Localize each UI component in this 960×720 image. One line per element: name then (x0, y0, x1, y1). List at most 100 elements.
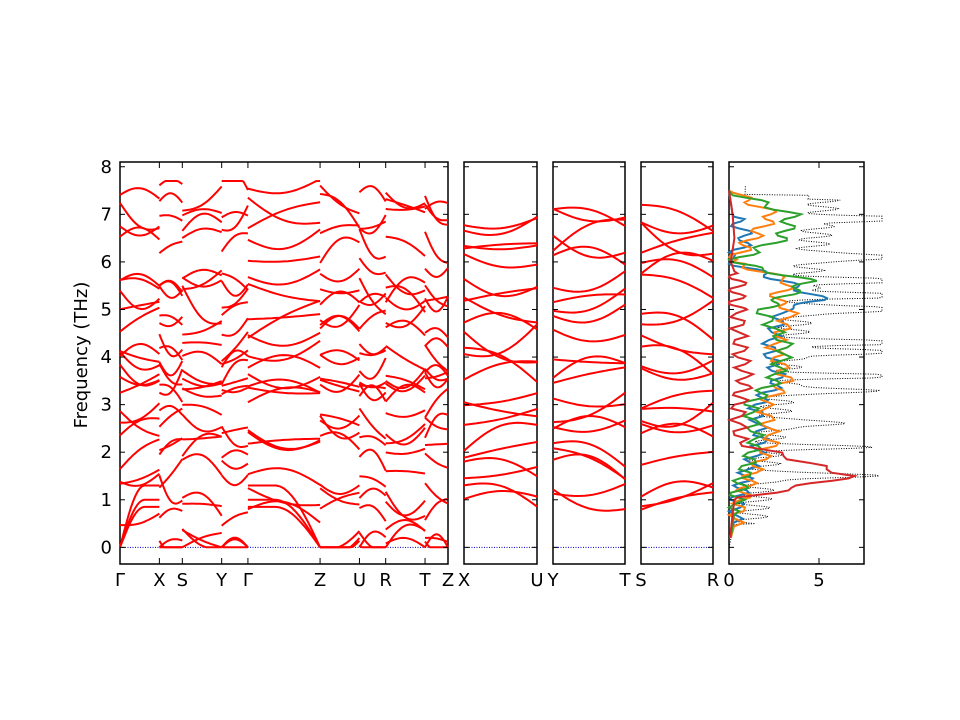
band-line (640, 299, 714, 326)
band-line (119, 226, 449, 264)
pdos-line (726, 189, 801, 539)
band-line (119, 351, 449, 393)
x-tick-label: Z (442, 570, 454, 591)
band-line (640, 450, 714, 466)
band-line (552, 366, 626, 384)
band-line (552, 234, 626, 259)
band-line (552, 453, 626, 480)
x-tick-label: 0 (723, 570, 734, 591)
y-tick-label: 0 (101, 537, 112, 558)
band-line (552, 328, 626, 343)
band-line (119, 268, 449, 311)
band-line (640, 311, 714, 341)
band-line (463, 482, 538, 508)
x-tick-label: X (153, 570, 165, 591)
band-line (640, 367, 714, 381)
band-line (640, 482, 714, 508)
band-line (552, 419, 626, 433)
x-tick-label: R (707, 570, 720, 591)
band-line (463, 244, 538, 251)
x-tick-label: Y (547, 570, 560, 591)
dos-frame (728, 161, 865, 565)
y-tick-label: 8 (101, 157, 112, 178)
band-line (552, 488, 626, 512)
band-line (552, 414, 626, 430)
x-tick-label: S (635, 570, 646, 591)
y-tick-label: 1 (101, 490, 112, 511)
band-line (119, 255, 449, 299)
y-tick-label: 2 (101, 442, 112, 463)
band-line (552, 447, 626, 480)
band-line (463, 408, 538, 426)
band-line (552, 287, 626, 314)
band-line (552, 440, 626, 468)
band-line (552, 358, 626, 365)
band-line (552, 207, 626, 223)
band-line (552, 293, 626, 304)
x-tick-label: Γ (115, 570, 125, 591)
band-line (640, 221, 714, 235)
band-line (119, 484, 449, 549)
band-line (552, 392, 626, 424)
pdos-line (726, 189, 818, 538)
x-tick-label: U (353, 570, 366, 591)
x-tick-label: X (458, 570, 470, 591)
y-tick-label: 3 (101, 395, 112, 416)
band-line (640, 221, 714, 257)
x-tick-label: 5 (813, 570, 824, 591)
band-line (463, 346, 538, 383)
band-line (640, 359, 714, 375)
band-line (552, 355, 626, 379)
band-line (463, 217, 538, 230)
band-line (463, 456, 538, 478)
x-tick-label: R (379, 570, 392, 591)
band-line (119, 285, 449, 328)
band-line (463, 296, 538, 324)
band-line (463, 323, 538, 358)
band-line (119, 349, 449, 396)
total-dos-line (728, 185, 883, 548)
band-line (640, 273, 714, 299)
x-tick-label: Γ (243, 570, 253, 591)
band-line (119, 413, 449, 452)
band-line (552, 206, 626, 227)
band-line (640, 203, 714, 232)
band-line (640, 422, 714, 434)
band-line (463, 287, 538, 302)
band-line (463, 216, 538, 237)
band-line (640, 480, 714, 498)
band-line (119, 192, 449, 235)
x-tick-label: T (619, 570, 632, 591)
band-line (640, 334, 714, 356)
band-line (463, 278, 538, 298)
band-line (463, 253, 538, 269)
band-line (119, 473, 449, 517)
band-line (552, 270, 626, 293)
band-line (119, 452, 449, 496)
y-tick-label: 5 (101, 299, 112, 320)
y-tick-label: 7 (101, 204, 112, 225)
panel-frame (640, 161, 714, 565)
band-line (640, 389, 714, 410)
band-line (552, 483, 626, 498)
band-line (640, 491, 714, 511)
pdos-line (726, 190, 859, 538)
band-line (119, 180, 449, 215)
band-line (119, 431, 449, 472)
band-line (640, 401, 714, 428)
x-tick-label: S (177, 570, 188, 591)
band-line (119, 299, 449, 339)
x-tick-label: T (419, 570, 432, 591)
band-line (463, 331, 538, 364)
y-tick-label: 6 (101, 252, 112, 273)
band-line (119, 407, 449, 450)
x-tick-label: U (530, 570, 543, 591)
band-line (640, 258, 714, 279)
band-line (463, 441, 538, 459)
panel-frame (119, 161, 449, 565)
